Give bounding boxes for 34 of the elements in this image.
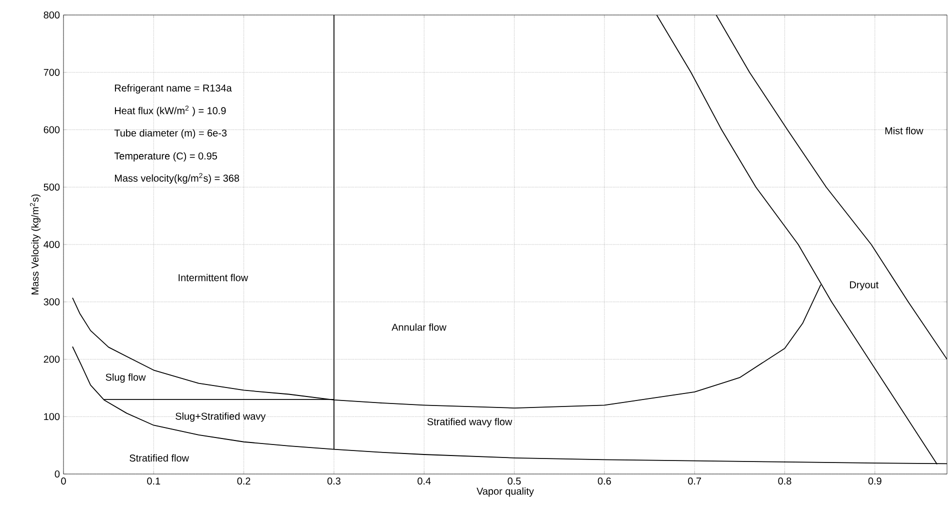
y-tick-label: 300 [44,298,60,306]
y-tick-label: 500 [44,184,60,191]
x-tick-label: 0.1 [147,478,160,485]
annotation: Temperature (C) = 0.95 [114,152,218,162]
annotation: Intermittent flow [178,274,248,282]
annotation: Mist flow [885,127,924,134]
annotation: Tube diameter (m) = 6e-3 [114,129,227,139]
y-tick-label: 600 [44,126,60,134]
y-tick-label: 0 [54,470,60,478]
annotation: Mass velocity(kg/m$^{2}$s) = 368 [114,173,240,184]
x-tick-label: 0.8 [778,478,792,485]
annotation: Heat flux (kW/m$^{2}$ ) = 10.9 [114,106,226,116]
annotation: Refrigerant name = R134a [114,84,232,94]
x-tick-label: 0.9 [868,478,882,485]
y-axis-title: Mass Velocity (kg/m$^{2}$s) [30,194,41,294]
annotation: Stratified wavy flow [427,418,512,428]
x-tick-label: 0.7 [688,478,702,485]
annotation: Stratified flow [130,454,189,462]
annotation: Slug+Stratified wavy [176,412,266,422]
annotation: Annular flow [392,323,446,331]
x-tick-label: 0.5 [508,478,521,485]
x-tick-label: 0.2 [237,478,250,485]
y-tick-label: 400 [44,240,60,248]
x-tick-label: 0.4 [418,478,431,485]
x-tick-label: 0.3 [327,478,340,485]
y-tick-label: 800 [44,11,60,19]
x-tick-label: 0.6 [598,478,611,485]
y-tick-label: 200 [44,356,60,363]
x-tick-label: 0 [61,478,66,485]
x-axis-title: Vapor quality [476,487,534,497]
annotation: Dryout [850,281,879,290]
y-tick-label: 700 [44,68,60,76]
y-tick-label: 100 [44,413,60,420]
annotation: Slug flow [106,373,146,383]
